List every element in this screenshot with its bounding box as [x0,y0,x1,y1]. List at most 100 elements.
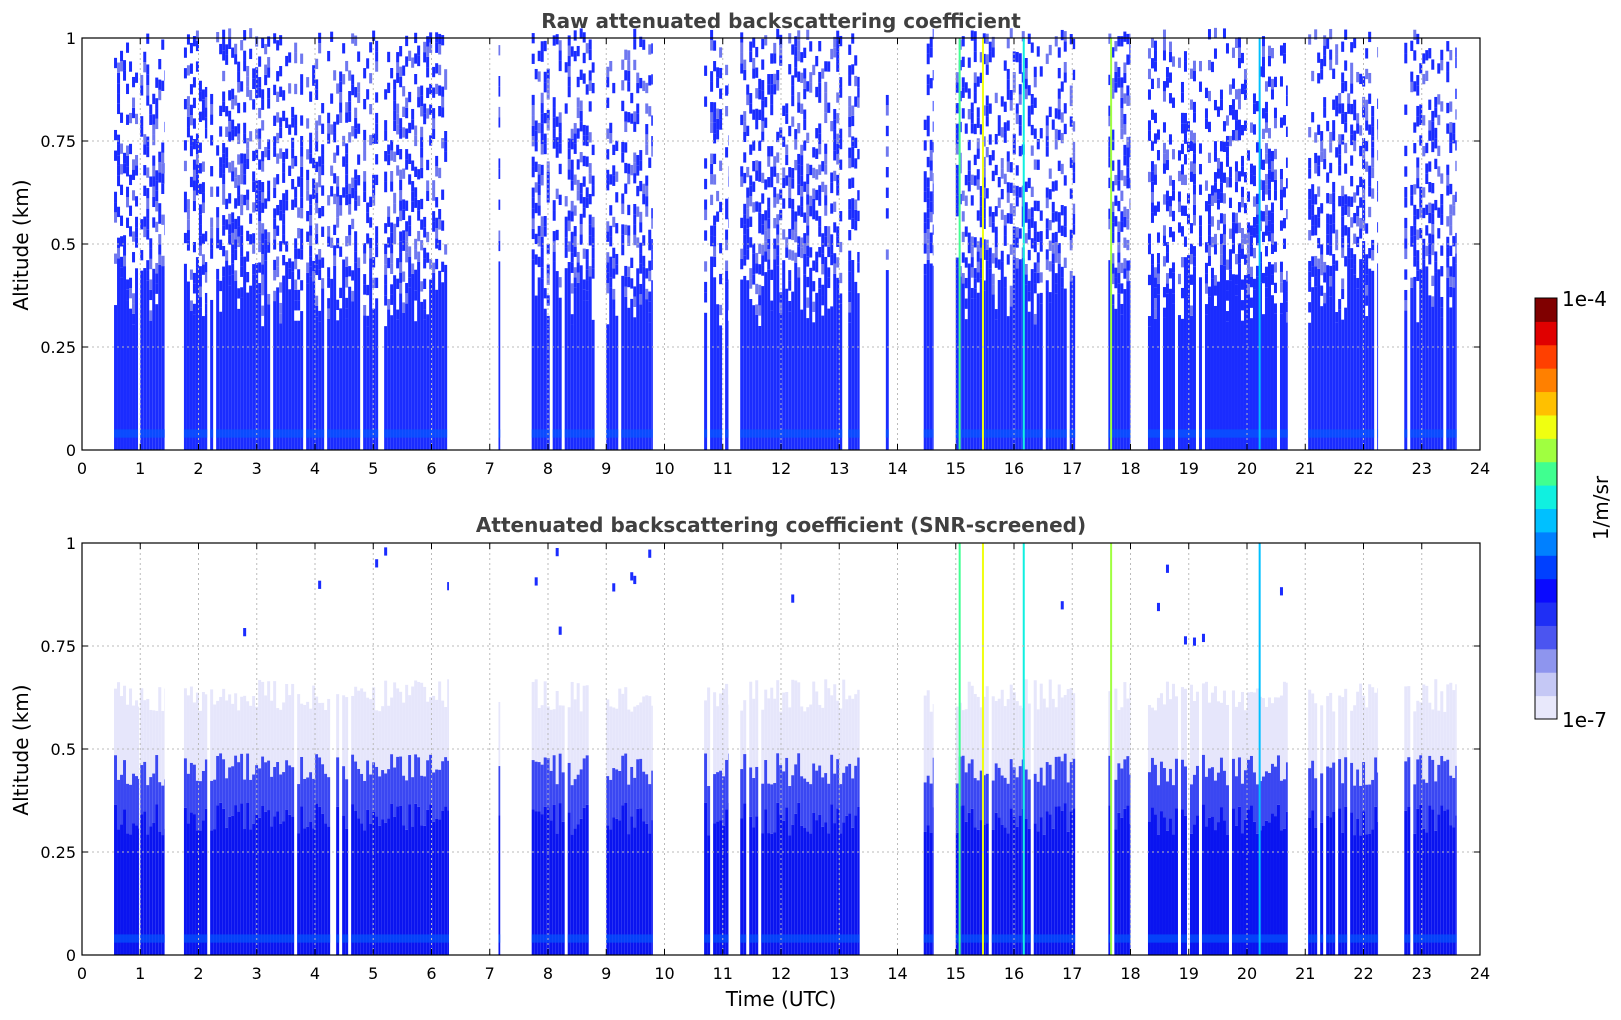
data-cell [1009,89,1013,101]
data-cell [1168,206,1172,217]
data-cell [1054,283,1058,294]
data-cell [408,174,412,185]
data-cell [210,93,214,105]
mid-layer [351,754,355,805]
panel-screened-plot: 0 1 2 3 4 5 6 7 8 9 10 11 12 13 14 15 16 17 18 19 20 21 22 23 24… [40,534,1490,983]
data-cell [1371,167,1375,179]
data-cell [1216,219,1220,231]
data-cell [636,185,640,197]
data-cell [964,277,968,289]
data-cell [624,111,628,122]
data-cell [531,197,535,209]
data-cell [704,65,708,76]
data-cell [267,149,271,161]
data-cell [1240,300,1244,311]
data-cell [612,288,616,300]
data-cell [155,118,159,130]
data-cell [1060,163,1064,175]
data-cell [773,238,777,249]
data-cell [836,61,840,72]
data-cell [258,159,262,170]
data-cell [770,300,774,311]
data-cell [1123,144,1127,156]
data-cell [776,234,780,246]
mid-layer [276,762,280,812]
data-cell [282,152,286,163]
data-cell [309,91,313,102]
dense-layer [161,835,165,955]
mid-layer [234,755,238,806]
data-cell [1060,132,1064,144]
data-cell [1335,54,1339,65]
data-cell [155,201,159,212]
surface-band [1168,429,1172,438]
data-cell [1261,108,1265,119]
data-cell [1434,272,1438,450]
faint-layer [633,706,637,778]
data-cell [411,263,415,274]
data-cell [375,133,379,144]
data-cell [1045,115,1049,126]
surface-band [1039,934,1043,943]
data-cell [417,251,421,262]
data-cell [1207,235,1211,246]
data-cell [1347,258,1351,450]
data-cell [402,86,406,97]
data-cell [132,303,136,314]
cloud-speck [558,626,562,635]
data-cell [285,189,289,201]
data-cell [982,105,986,116]
mid-layer [195,780,199,831]
data-cell [746,218,750,229]
data-cell [1270,212,1274,224]
data-cell [189,63,193,74]
data-cell [426,36,430,47]
data-cell [710,194,714,206]
data-cell [1440,245,1444,256]
data-cell [149,310,153,321]
data-cell [585,197,589,208]
data-cell [282,203,286,214]
data-cell [612,165,616,176]
data-cell [926,53,930,65]
data-cell [312,65,316,76]
data-cell [1252,93,1256,104]
data-cell [243,60,247,72]
data-cell [806,173,810,185]
data-cell [970,123,974,134]
data-cell [964,123,968,134]
surface-band [363,429,367,438]
data-cell [1362,241,1366,252]
data-cell [630,278,634,289]
data-cell [982,198,986,209]
data-cell [749,41,753,52]
data-cell [573,133,577,144]
data-cell [576,159,580,170]
data-cell [791,209,795,220]
data-cell [1350,83,1354,94]
data-cell [1183,112,1187,124]
mid-layer [845,766,849,816]
data-cell [1210,195,1214,207]
data-cell [994,133,998,145]
data-cell [129,205,133,216]
data-cell [183,160,187,172]
surface-band [570,934,574,943]
data-cell [1311,266,1315,277]
data-cell [1446,185,1450,196]
faint-layer [537,708,541,763]
data-cell [201,264,205,275]
data-cell [1000,96,1004,107]
cloud-speck [375,559,379,568]
data-cell [426,67,430,78]
data-cell [624,286,628,297]
data-cell [300,166,304,178]
dense-layer [336,806,340,955]
mid-layer [279,774,283,824]
data-cell [279,199,283,211]
data-cell [120,256,124,268]
mid-layer [414,754,418,804]
data-cell [216,145,220,156]
data-cell [794,46,798,57]
dense-layer [152,822,156,955]
